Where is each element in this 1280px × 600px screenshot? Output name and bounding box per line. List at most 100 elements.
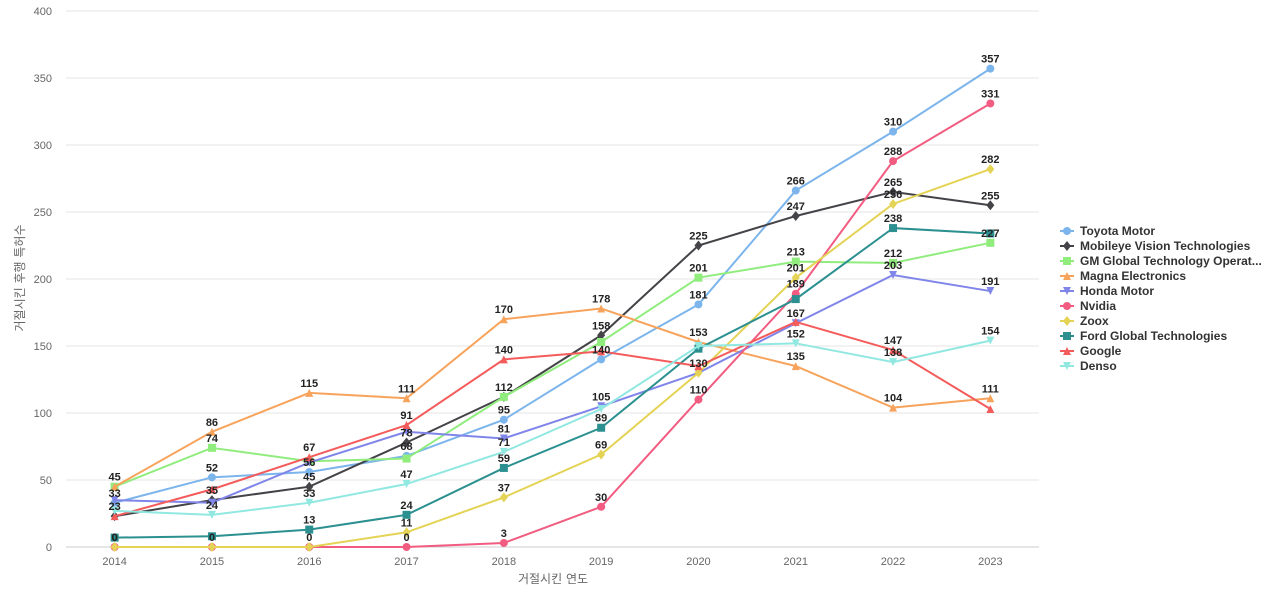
legend-label: Zoox (1080, 314, 1109, 328)
data-label: 266 (787, 176, 805, 188)
series-1 (111, 187, 995, 521)
legend-item[interactable]: Zoox (1060, 314, 1109, 328)
data-point (694, 274, 702, 282)
data-label: 35 (206, 485, 218, 497)
data-label: 67 (303, 442, 315, 454)
y-tick-label: 100 (34, 408, 52, 420)
data-label: 59 (498, 453, 510, 465)
data-point (792, 295, 800, 303)
data-label: 3 (501, 528, 507, 540)
data-label: 189 (787, 279, 805, 291)
data-point (597, 424, 605, 432)
data-point (889, 157, 897, 165)
data-label: 89 (595, 413, 607, 425)
series-3 (111, 304, 995, 490)
legend-item[interactable]: Denso (1060, 359, 1117, 373)
data-point (500, 464, 508, 472)
y-tick-label: 400 (34, 6, 52, 18)
data-label: 115 (300, 378, 318, 390)
data-label: 74 (206, 433, 219, 445)
data-point (208, 444, 216, 452)
x-tick-label: 2017 (394, 556, 418, 568)
legend-label: Google (1080, 344, 1122, 358)
data-label: 247 (787, 201, 805, 213)
series-line (115, 228, 991, 538)
data-label: 225 (689, 231, 707, 243)
data-label: 238 (884, 213, 902, 225)
y-tick-label: 250 (34, 207, 52, 219)
x-axis-ticks: 2014 2015 2016 2017 2018 2019 2020 2021 2022 2023 (102, 556, 1002, 568)
legend-item[interactable]: Google (1060, 344, 1122, 358)
data-label: 52 (206, 462, 218, 474)
legend-item[interactable]: Ford Global Technologies (1060, 329, 1227, 343)
legend-item[interactable]: GM Global Technology Operat... (1060, 254, 1262, 268)
data-label: 105 (592, 391, 610, 403)
series-2 (111, 239, 995, 491)
legend-item[interactable]: Mobileye Vision Technologies (1060, 239, 1251, 253)
data-label: 112 (495, 382, 513, 394)
legend-label: Nvidia (1080, 299, 1116, 313)
y-tick-label: 50 (40, 475, 52, 487)
series-9 (111, 337, 995, 519)
data-label: 111 (982, 383, 999, 395)
data-label: 0 (112, 532, 118, 544)
data-label: 255 (981, 190, 999, 202)
data-label: 331 (981, 88, 999, 100)
legend-label: Ford Global Technologies (1080, 329, 1227, 343)
legend-marker (1063, 332, 1071, 340)
y-tick-label: 350 (34, 73, 52, 85)
data-label: 213 (787, 247, 805, 259)
y-axis-title: 거절시킨 후행 특허수 (12, 225, 27, 332)
data-point (792, 187, 800, 195)
data-label: 140 (495, 344, 513, 356)
data-label: 256 (884, 189, 902, 201)
data-label: 23 (109, 501, 121, 513)
data-label: 357 (981, 54, 999, 66)
data-label: 71 (498, 437, 510, 449)
x-tick-label: 2018 (492, 556, 516, 568)
series-5 (111, 99, 995, 551)
legend-item[interactable]: Magna Electronics (1060, 269, 1186, 283)
legend-label: Magna Electronics (1080, 269, 1186, 283)
legend-label: Honda Motor (1080, 284, 1154, 298)
data-label: 310 (884, 117, 902, 129)
x-tick-label: 2020 (686, 556, 710, 568)
data-point (500, 539, 508, 547)
data-point (500, 393, 508, 401)
data-label: 135 (787, 351, 805, 363)
data-point (889, 128, 897, 136)
x-tick-label: 2016 (297, 556, 321, 568)
series-line (115, 69, 991, 503)
data-label: 81 (498, 423, 510, 435)
legend-item[interactable]: Nvidia (1060, 299, 1116, 313)
series-line (115, 192, 991, 516)
data-label: 69 (595, 440, 607, 452)
x-tick-label: 2022 (881, 556, 905, 568)
data-label: 181 (689, 289, 707, 301)
legend-label: Mobileye Vision Technologies (1080, 239, 1251, 253)
data-label: 56 (303, 457, 315, 469)
data-point (986, 239, 994, 247)
data-label: 30 (595, 492, 607, 504)
x-tick-label: 2014 (102, 556, 126, 568)
x-tick-label: 2015 (200, 556, 224, 568)
data-point (889, 224, 897, 232)
data-label: 47 (400, 469, 412, 481)
legend-item[interactable]: Honda Motor (1060, 284, 1154, 298)
legend-item[interactable]: Toyota Motor (1060, 224, 1155, 238)
data-label: 24 (400, 500, 413, 512)
data-point (986, 65, 994, 73)
data-label: 104 (884, 393, 903, 405)
series-line (115, 169, 991, 547)
x-tick-label: 2023 (978, 556, 1002, 568)
data-label: 153 (689, 327, 707, 339)
data-label: 178 (592, 293, 610, 305)
legend-marker (1063, 241, 1071, 251)
data-label: 13 (303, 515, 315, 527)
data-label: 91 (400, 410, 412, 422)
data-label: 86 (206, 417, 218, 429)
data-label: 95 (498, 405, 510, 417)
data-point (694, 396, 702, 404)
